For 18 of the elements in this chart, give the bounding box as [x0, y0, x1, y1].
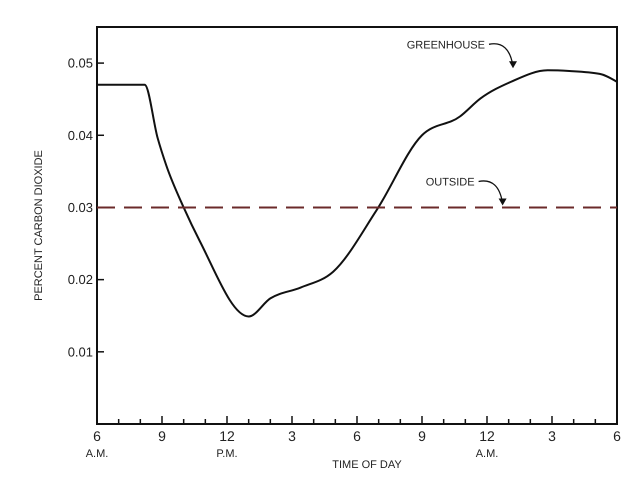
y-tick-label: 0.04: [68, 128, 93, 143]
y-tick-label: 0.03: [68, 200, 93, 216]
x-tick-label: 6: [353, 428, 362, 444]
x-tick-label: 6 A.M.: [86, 428, 108, 460]
series-label: OUTSIDE: [426, 176, 475, 188]
y-tick-label: 0.05: [68, 56, 93, 71]
y-tick-label: 0.02: [68, 272, 93, 288]
x-tick-label: 12 P.M.: [216, 428, 238, 460]
y-tick-label: 0.01: [68, 344, 93, 360]
y-axis-title: PERCENT CARBON DIOXIDE: [33, 150, 45, 301]
x-tick-label: 9: [418, 428, 426, 444]
text: GREENHOUSE: [406, 39, 485, 52]
x-tick-label: 6: [613, 428, 622, 444]
x-axis-title: TIME OF DAY: [332, 459, 402, 471]
x-tick-label: 3: [288, 428, 296, 444]
x-tick-label: 12 A.M.: [476, 428, 498, 460]
x-tick-label: 9: [158, 428, 166, 444]
x-tick-label: 3: [548, 428, 556, 444]
